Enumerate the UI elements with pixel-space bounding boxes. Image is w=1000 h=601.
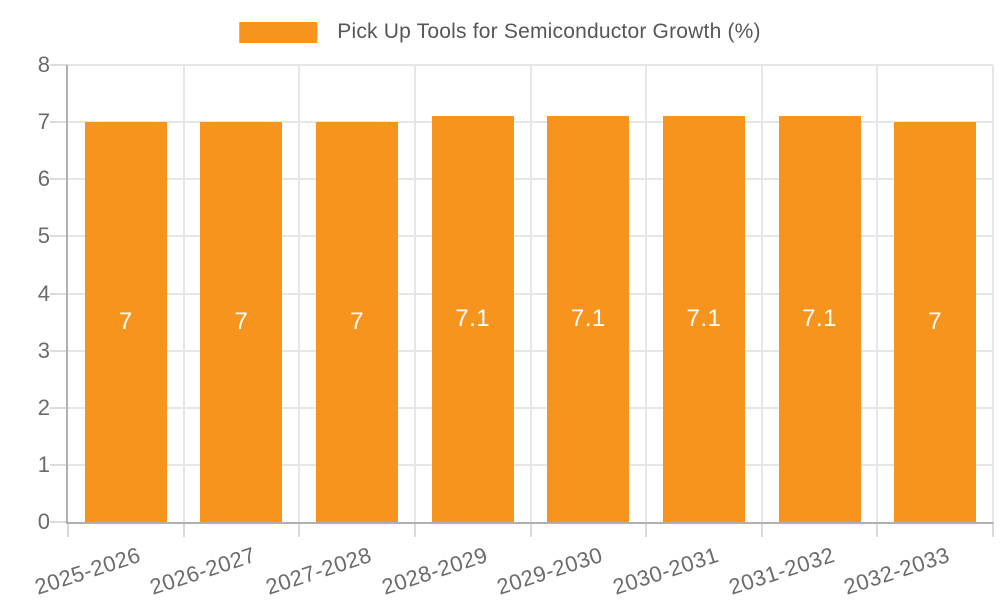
y-axis-tick xyxy=(50,406,68,409)
y-tick-label: 7 xyxy=(37,109,50,135)
y-tick-label: 6 xyxy=(37,166,50,192)
x-axis-tick xyxy=(298,522,301,537)
bar[interactable]: 7.1 xyxy=(662,116,745,522)
x-axis-tick xyxy=(876,522,879,537)
legend-swatch xyxy=(239,21,318,43)
y-axis-tick xyxy=(50,235,68,238)
y-tick-label: 0 xyxy=(37,509,50,534)
bar-value-label: 7.1 xyxy=(455,305,491,333)
bar-value-label: 7 xyxy=(118,308,133,336)
vertical-gridline xyxy=(182,65,185,522)
y-tick-label: 5 xyxy=(37,223,50,249)
x-axis-tick xyxy=(182,522,185,537)
y-tick-label: 4 xyxy=(37,280,50,306)
y-axis-tick xyxy=(50,349,68,352)
vertical-gridline xyxy=(760,65,763,522)
x-axis-tick xyxy=(992,522,994,537)
bar[interactable]: 7.1 xyxy=(431,116,514,522)
vertical-gridline xyxy=(876,65,879,522)
x-axis-tick xyxy=(529,522,532,537)
bar[interactable]: 7 xyxy=(200,122,283,522)
y-tick-label: 8 xyxy=(37,52,50,77)
bar-value-label: 7 xyxy=(350,308,364,336)
plot-area: 7 7 7 7.1 7.1 7.1 7.1 7 xyxy=(68,64,994,522)
vertical-gridline xyxy=(645,65,648,522)
y-axis-tick xyxy=(50,121,68,124)
x-axis-tick xyxy=(760,522,763,537)
legend-item[interactable]: Pick Up Tools for Semiconductor Growth (… xyxy=(239,20,761,44)
y-axis-tick xyxy=(50,178,68,181)
bar[interactable]: 7.1 xyxy=(547,116,630,522)
y-tick-label: 3 xyxy=(37,337,50,363)
y-tick-label: 1 xyxy=(37,451,50,477)
bar-value-label: 7.1 xyxy=(686,305,722,333)
y-axis-tick xyxy=(50,521,68,523)
y-axis-tick xyxy=(50,292,68,295)
vertical-gridline xyxy=(992,65,994,522)
legend-label: Pick Up Tools for Semiconductor Growth (… xyxy=(337,20,761,43)
bar-value-label: 7 xyxy=(234,308,249,336)
vertical-gridline xyxy=(298,65,301,522)
bar-value-label: 7.1 xyxy=(570,305,606,333)
bar[interactable]: 7 xyxy=(316,122,399,522)
y-tick-label: 2 xyxy=(37,394,50,420)
x-axis-line xyxy=(66,522,993,524)
bar-value-label: 7.1 xyxy=(802,305,837,333)
bar[interactable]: 7 xyxy=(84,122,167,522)
x-axis-tick xyxy=(67,522,69,537)
y-axis-tick xyxy=(50,64,68,66)
y-axis-line xyxy=(66,65,68,524)
bar[interactable]: 7.1 xyxy=(778,116,861,522)
x-axis-tick xyxy=(413,522,416,537)
y-axis-tick xyxy=(50,463,68,466)
vertical-gridline xyxy=(529,65,532,522)
vertical-gridline xyxy=(413,65,416,522)
bar[interactable]: 7 xyxy=(894,122,977,522)
bar-value-label: 7 xyxy=(928,308,943,336)
x-axis-tick xyxy=(645,522,648,537)
